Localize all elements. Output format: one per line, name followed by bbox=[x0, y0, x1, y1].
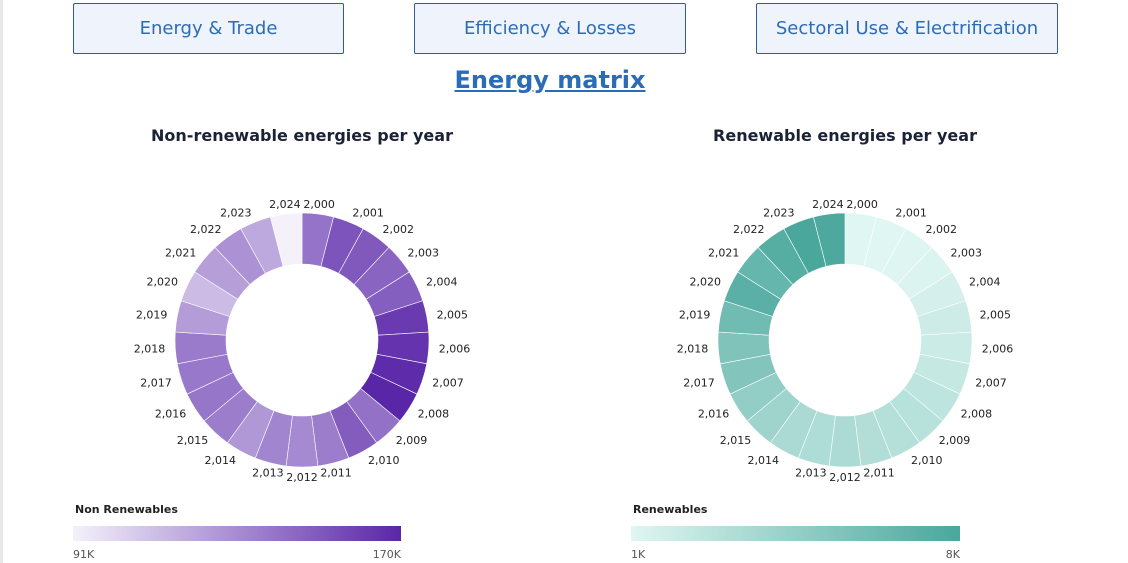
page-title[interactable]: Energy matrix bbox=[454, 66, 646, 94]
renewable-label-2003: 2,003 bbox=[951, 247, 983, 260]
nonrenewable-label-2000: 2,000 bbox=[303, 198, 335, 211]
nonrenewable-label-2010: 2,010 bbox=[368, 454, 400, 467]
renewable-label-2011: 2,011 bbox=[863, 467, 895, 480]
nonrenewable-label-2005: 2,005 bbox=[437, 308, 469, 321]
nonrenewable-label-2003: 2,003 bbox=[408, 247, 440, 260]
renewable-legend-title: Renewables bbox=[633, 503, 708, 516]
renewable-label-2016: 2,016 bbox=[698, 407, 730, 420]
renewable-label-2002: 2,002 bbox=[926, 223, 958, 236]
renewable-segment-2024[interactable] bbox=[813, 212, 846, 267]
renewable-label-2022: 2,022 bbox=[733, 223, 765, 236]
renewable-label-2012: 2,012 bbox=[829, 471, 861, 484]
renewable-label-2015: 2,015 bbox=[720, 434, 752, 447]
nonrenewable-label-2022: 2,022 bbox=[190, 223, 222, 236]
renewable-label-2020: 2,020 bbox=[690, 276, 722, 289]
renewable-label-2023: 2,023 bbox=[763, 207, 795, 220]
renewable-label-2009: 2,009 bbox=[939, 434, 971, 447]
nonrenewable-label-2014: 2,014 bbox=[204, 454, 236, 467]
renewable-label-2000: 2,000 bbox=[846, 198, 878, 211]
energy-trade-button[interactable]: Energy & Trade bbox=[73, 3, 344, 54]
nonrenewable-label-2013: 2,013 bbox=[252, 467, 284, 480]
nonrenewable-legend-max: 170K bbox=[372, 548, 401, 561]
nonrenewable-label-2002: 2,002 bbox=[383, 223, 415, 236]
renewable-label-2010: 2,010 bbox=[911, 454, 943, 467]
renewable-label-2017: 2,017 bbox=[683, 376, 715, 389]
nonrenewable-chart-title: Non-renewable energies per year bbox=[151, 126, 453, 145]
renewable-label-2001: 2,001 bbox=[895, 207, 927, 220]
nonrenewable-label-2016: 2,016 bbox=[155, 407, 187, 420]
renewable-label-2008: 2,008 bbox=[961, 407, 993, 420]
renewable-label-2014: 2,014 bbox=[747, 454, 779, 467]
nonrenewable-label-2017: 2,017 bbox=[140, 376, 172, 389]
renewable-label-2021: 2,021 bbox=[708, 247, 740, 260]
left-edge-strip bbox=[0, 0, 3, 563]
nonrenewable-label-2024: 2,024 bbox=[269, 198, 301, 211]
nonrenewable-label-2019: 2,019 bbox=[136, 308, 168, 321]
nonrenewable-label-2006: 2,006 bbox=[439, 343, 471, 356]
nonrenewable-label-2015: 2,015 bbox=[177, 434, 209, 447]
renewable-label-2004: 2,004 bbox=[969, 276, 1001, 289]
renewable-legend-max: 8K bbox=[945, 548, 960, 561]
renewable-label-2018: 2,018 bbox=[677, 343, 709, 356]
renewable-donut-chart[interactable]: 2,000 2,001 2,002 2,003 2,004 2,005 2,006 2,007… bbox=[560, 0, 1120, 500]
nonrenewable-label-2009: 2,009 bbox=[396, 434, 428, 447]
renewable-legend-min: 1K bbox=[631, 548, 646, 561]
nonrenewable-label-2020: 2,020 bbox=[147, 276, 179, 289]
nonrenewable-label-2023: 2,023 bbox=[220, 207, 252, 220]
nonrenewable-donut-chart[interactable]: 2,000 2,001 2,002 2,003 2,004 2,005 2,006 2,007… bbox=[0, 0, 560, 500]
nonrenewable-label-2001: 2,001 bbox=[352, 207, 384, 220]
renewable-chart-title: Renewable energies per year bbox=[713, 126, 977, 145]
nonrenewable-legend-gradient bbox=[73, 526, 401, 541]
nonrenewable-segment-2024[interactable] bbox=[270, 212, 303, 267]
nonrenewable-legend-title: Non Renewables bbox=[75, 503, 178, 516]
renewable-label-2005: 2,005 bbox=[980, 308, 1012, 321]
renewable-label-2007: 2,007 bbox=[975, 376, 1007, 389]
nonrenewable-label-2011: 2,011 bbox=[320, 467, 352, 480]
efficiency-losses-button[interactable]: Efficiency & Losses bbox=[414, 3, 686, 54]
nonrenewable-label-2008: 2,008 bbox=[418, 407, 450, 420]
renewable-label-2006: 2,006 bbox=[982, 343, 1014, 356]
nonrenewable-label-2021: 2,021 bbox=[165, 247, 197, 260]
nonrenewable-label-2012: 2,012 bbox=[286, 471, 318, 484]
nonrenewable-label-2018: 2,018 bbox=[134, 343, 166, 356]
renewable-label-2013: 2,013 bbox=[795, 467, 827, 480]
nonrenewable-label-2004: 2,004 bbox=[426, 276, 458, 289]
nonrenewable-label-2007: 2,007 bbox=[432, 376, 464, 389]
renewable-label-2024: 2,024 bbox=[812, 198, 844, 211]
sectoral-use-button[interactable]: Sectoral Use & Electrification bbox=[756, 3, 1058, 54]
renewable-legend-gradient bbox=[631, 526, 960, 541]
renewable-label-2019: 2,019 bbox=[679, 308, 711, 321]
nonrenewable-legend-min: 91K bbox=[73, 548, 95, 561]
